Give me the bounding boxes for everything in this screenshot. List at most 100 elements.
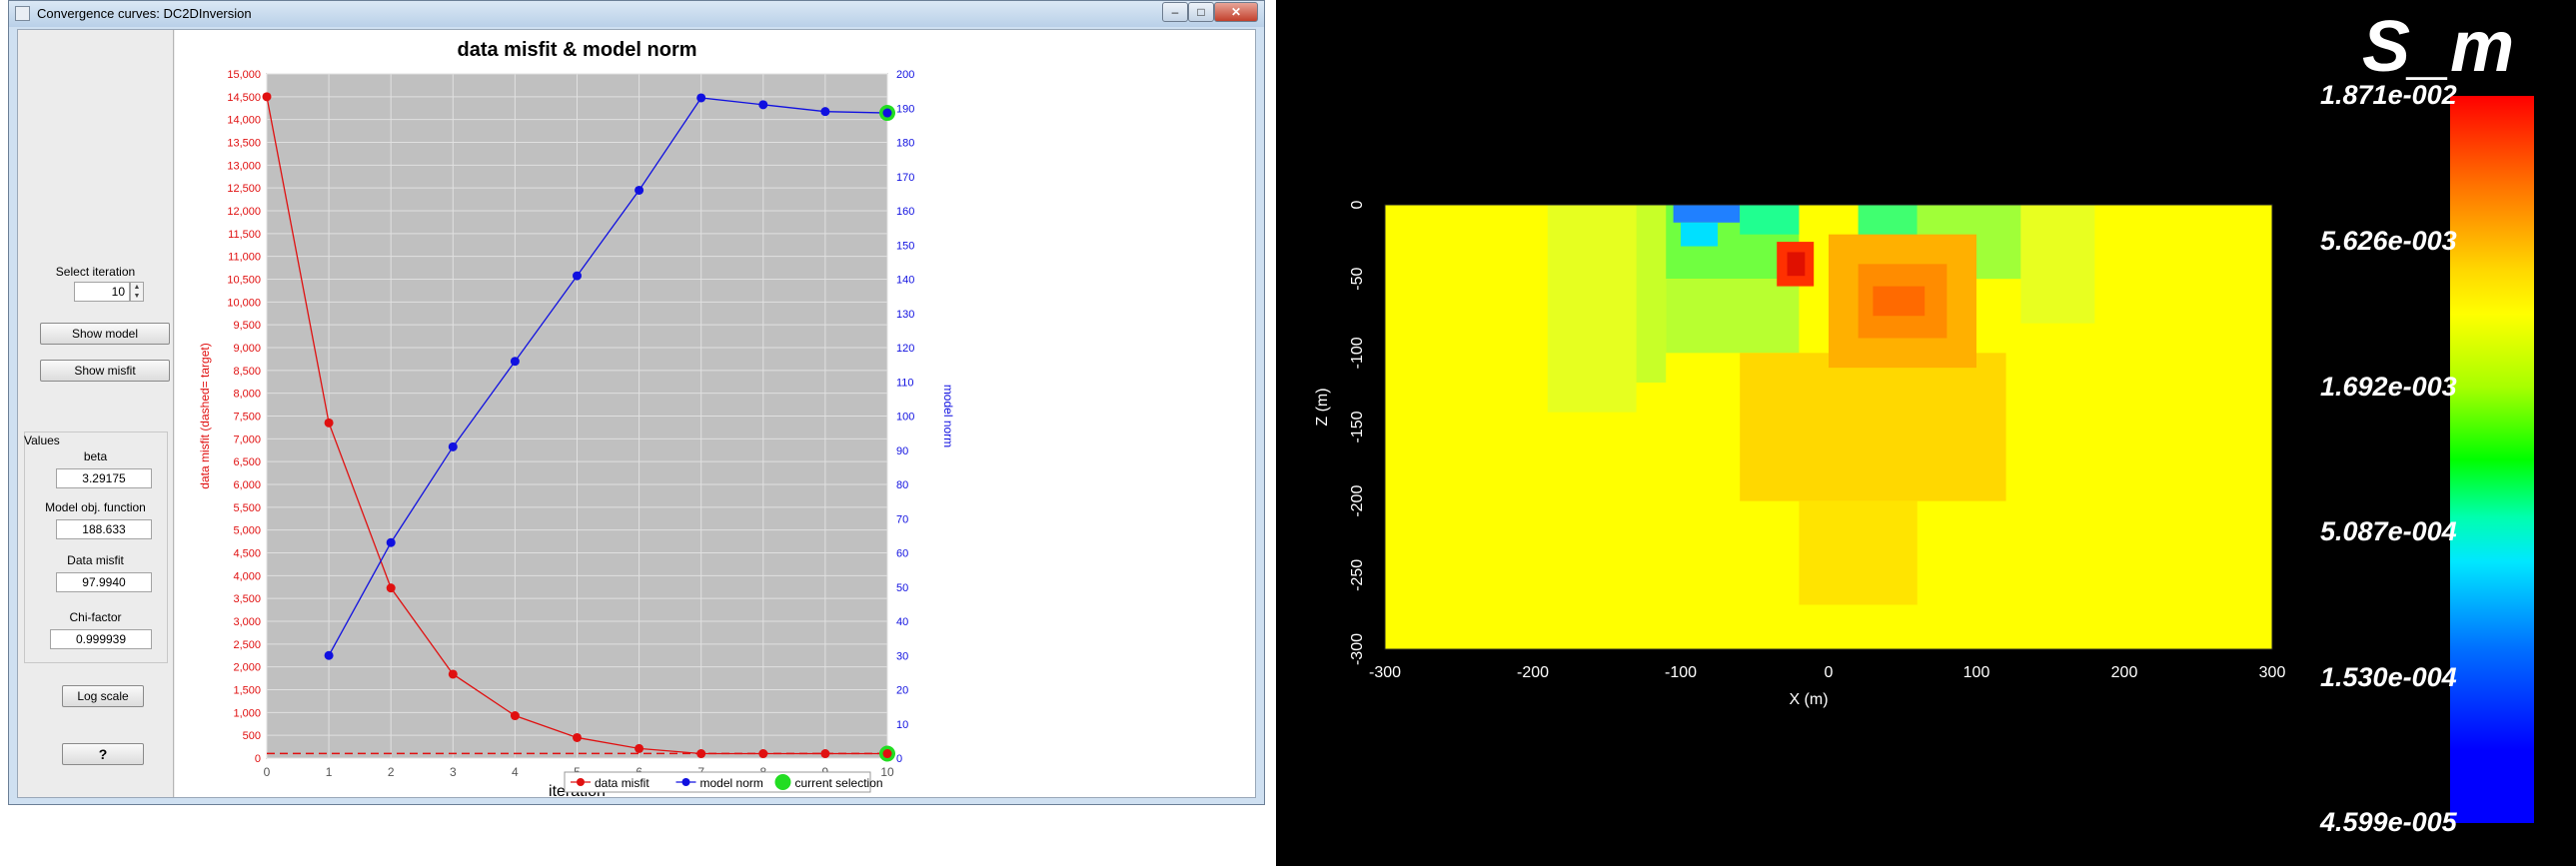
spinner-arrows-icon[interactable]: ▲ ▼ — [130, 282, 144, 302]
data-point — [510, 357, 520, 367]
model-cell-region — [1636, 205, 1667, 383]
y-tick-label: 2,500 — [233, 639, 261, 651]
y2-tick-label: 40 — [896, 616, 908, 628]
y-tick-label: 15,000 — [227, 69, 261, 81]
y2-tick-label: 60 — [896, 548, 908, 560]
data-point — [324, 650, 334, 660]
y-tick-label: -200 — [1349, 485, 1366, 517]
y-tick-label: 4,000 — [233, 570, 261, 582]
x-tick-label: -100 — [1665, 664, 1697, 681]
y-tick-label: 10,000 — [227, 297, 261, 309]
x-tick-label: 0 — [264, 765, 271, 779]
data-point — [510, 711, 520, 721]
model-obj-field: 188.633 — [56, 519, 152, 539]
data-point — [882, 749, 892, 759]
model-cell-region — [1799, 500, 1918, 605]
beta-label: beta — [83, 449, 108, 463]
model-cell-region — [1740, 205, 1800, 235]
x-axis-label: X (m) — [1789, 691, 1828, 708]
y-tick-label: 6,500 — [233, 456, 261, 468]
data-point — [573, 732, 582, 742]
y2-tick-label: 160 — [896, 206, 914, 218]
data-point — [635, 185, 644, 195]
minimize-button[interactable]: – — [1162, 2, 1188, 22]
data-point — [696, 93, 706, 103]
x-tick-label: 2 — [388, 765, 395, 779]
y-axis-label: data misfit (dashed= target) — [198, 343, 212, 488]
title-bar[interactable]: Convergence curves: DC2DInversion – □ ✕ — [9, 1, 1264, 27]
y-tick-label: -250 — [1349, 559, 1366, 591]
y-tick-label: 4,500 — [233, 548, 261, 560]
data-point — [386, 583, 396, 593]
close-button[interactable]: ✕ — [1214, 2, 1258, 22]
y-axis-label: Z (m) — [1314, 388, 1331, 426]
colorbar — [2450, 96, 2534, 823]
colorbar-tick-label: 4.599e-005 — [2320, 807, 2457, 837]
y-tick-label: 9,500 — [233, 320, 261, 332]
iteration-spinner-input[interactable]: 10 — [74, 282, 130, 302]
window-content: Select iteration 10 ▲ ▼ Show model Show m… — [17, 29, 1256, 800]
y-tick-label: 9,000 — [233, 343, 261, 355]
y-tick-label: 3,500 — [233, 593, 261, 605]
data-point — [635, 743, 644, 753]
select-iteration-label: Select iteration — [55, 265, 136, 279]
convergence-chart-area: data misfit & model norm 0 500 1,000 1,500 2,… — [175, 30, 1255, 800]
x-tick-label: 100 — [1963, 664, 1990, 681]
y2-tick-label: 190 — [896, 103, 914, 115]
model-obj-label: Model obj. function — [45, 500, 146, 514]
x-tick-label: 10 — [880, 765, 894, 779]
model-cell-region — [1673, 205, 1741, 223]
y2-tick-label: 80 — [896, 479, 908, 491]
y2-tick-label: 150 — [896, 240, 914, 252]
colorbar-tick-label: 1.692e-003 — [2320, 372, 2457, 402]
x-tick-label: 1 — [326, 765, 333, 779]
chi-factor-label: Chi-factor — [69, 610, 122, 624]
y-tick-label: 5,500 — [233, 502, 261, 514]
legend-entry: model norm — [700, 776, 763, 790]
chart-title: data misfit & model norm — [457, 39, 696, 61]
log-scale-button[interactable]: Log scale — [62, 685, 144, 707]
y2-tick-label: 50 — [896, 582, 908, 594]
show-model-button[interactable]: Show model — [40, 323, 170, 345]
x-tick-label: -300 — [1369, 664, 1401, 681]
y-tick-label: 8,000 — [233, 389, 261, 401]
colorbar-tick-label: 5.626e-003 — [2320, 226, 2457, 256]
y-tick-label: 10,500 — [227, 275, 261, 287]
model-section-chart: -300 -200 -100 0 100 200 300 0 -50 -100 -150 -200 -2… — [1314, 200, 2285, 708]
y2-tick-label: 30 — [896, 650, 908, 662]
model-cell-region — [1873, 286, 1926, 317]
maximize-button[interactable]: □ — [1188, 2, 1214, 22]
model-cell-region — [1666, 279, 1800, 354]
show-misfit-button[interactable]: Show misfit — [40, 360, 170, 382]
y2-tick-label: 10 — [896, 719, 908, 731]
x-tick-label: -200 — [1517, 664, 1549, 681]
colorbar-tick-label: 5.087e-004 — [2320, 516, 2457, 546]
y-tick-label: 7,000 — [233, 433, 261, 445]
y-tick-label: 0 — [1349, 200, 1366, 209]
data-misfit-field: 97.9940 — [56, 572, 152, 592]
help-button[interactable]: ? — [62, 743, 144, 765]
y-tick-label: -300 — [1349, 633, 1366, 665]
y-tick-label: 1,500 — [233, 685, 261, 697]
y2-tick-label: 100 — [896, 412, 914, 424]
y2-tick-label: 180 — [896, 138, 914, 150]
window-title: Convergence curves: DC2DInversion — [37, 6, 252, 21]
data-point — [882, 108, 892, 118]
x-tick-label: 0 — [1825, 664, 1834, 681]
data-point — [696, 749, 706, 759]
data-point — [324, 418, 334, 428]
y-tick-label: -100 — [1349, 337, 1366, 369]
model-cell-region — [1787, 252, 1806, 277]
y-tick-label: 500 — [243, 730, 261, 742]
legend-entry: current selection — [795, 776, 883, 790]
data-misfit-label: Data misfit — [67, 553, 124, 567]
y2-tick-label: 20 — [896, 685, 908, 697]
y2-tick-label: 130 — [896, 309, 914, 321]
data-point — [448, 669, 458, 679]
y-tick-label: 12,000 — [227, 206, 261, 218]
y-tick-label: -150 — [1349, 411, 1366, 442]
model-cell-region — [2020, 205, 2095, 324]
y-tick-label: 2,000 — [233, 662, 261, 674]
legend-selection-marker — [774, 774, 791, 790]
convergence-chart: data misfit & model norm05001,0001,5002,… — [198, 39, 955, 800]
